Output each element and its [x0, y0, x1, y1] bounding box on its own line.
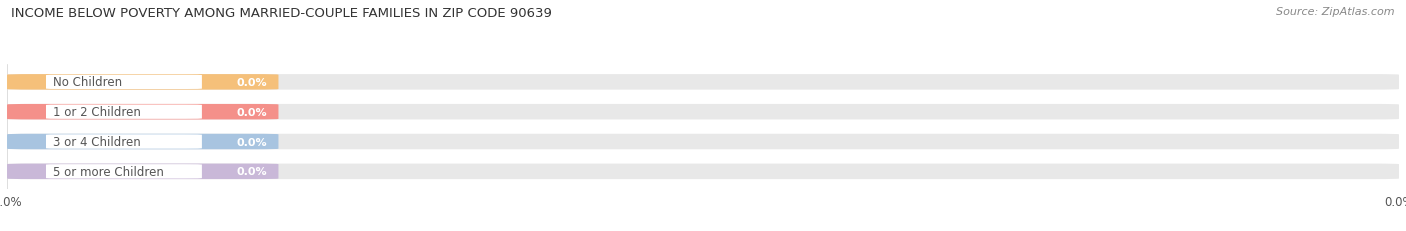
- FancyBboxPatch shape: [7, 75, 1399, 90]
- FancyBboxPatch shape: [7, 134, 1399, 150]
- FancyBboxPatch shape: [46, 75, 202, 90]
- Text: 0.0%: 0.0%: [236, 137, 267, 147]
- Text: 1 or 2 Children: 1 or 2 Children: [53, 106, 141, 119]
- FancyBboxPatch shape: [7, 134, 278, 150]
- FancyBboxPatch shape: [7, 104, 278, 120]
- FancyBboxPatch shape: [46, 164, 202, 179]
- FancyBboxPatch shape: [7, 164, 278, 179]
- Text: 3 or 4 Children: 3 or 4 Children: [53, 135, 141, 148]
- FancyBboxPatch shape: [46, 105, 202, 119]
- Text: Source: ZipAtlas.com: Source: ZipAtlas.com: [1277, 7, 1395, 17]
- Text: 0.0%: 0.0%: [236, 107, 267, 117]
- FancyBboxPatch shape: [7, 104, 1399, 120]
- Text: No Children: No Children: [53, 76, 122, 89]
- Text: 0.0%: 0.0%: [236, 78, 267, 88]
- Text: 5 or more Children: 5 or more Children: [53, 165, 165, 178]
- Text: 0.0%: 0.0%: [236, 167, 267, 176]
- FancyBboxPatch shape: [7, 164, 1399, 179]
- FancyBboxPatch shape: [7, 75, 278, 90]
- Text: INCOME BELOW POVERTY AMONG MARRIED-COUPLE FAMILIES IN ZIP CODE 90639: INCOME BELOW POVERTY AMONG MARRIED-COUPL…: [11, 7, 553, 20]
- FancyBboxPatch shape: [46, 135, 202, 149]
